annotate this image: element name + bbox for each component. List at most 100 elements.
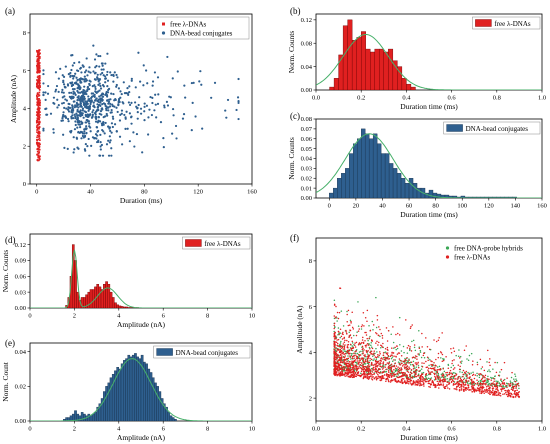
histogram-bar <box>116 304 120 308</box>
data-point-free-dna <box>442 373 444 375</box>
data-point-probe-hybrid <box>480 368 483 370</box>
data-point-free-dna <box>35 121 38 124</box>
y-tick-label: 0.00 <box>15 418 26 425</box>
data-point-free-dna <box>363 375 365 377</box>
data-point-dna-bead <box>111 125 114 129</box>
data-point-free-dna <box>506 391 509 393</box>
data-point-free-dna <box>479 386 481 389</box>
data-point-probe-hybrid <box>407 360 409 362</box>
data-point-free-dna <box>396 353 399 355</box>
data-point-free-dna <box>38 115 40 118</box>
data-point-free-dna <box>443 387 446 390</box>
data-point-dna-bead <box>83 134 87 138</box>
data-point-dna-bead <box>112 117 115 120</box>
data-point-free-dna <box>37 117 40 120</box>
histogram-bar <box>167 412 171 421</box>
data-point-free-dna <box>433 362 435 364</box>
data-point-free-dna <box>349 329 351 331</box>
data-point-free-dna <box>381 365 384 367</box>
data-point-free-dna <box>471 363 474 366</box>
data-point-probe-hybrid <box>351 342 354 344</box>
data-point-probe-hybrid <box>347 360 350 362</box>
data-point-dna-bead <box>200 83 203 86</box>
data-point-free-dna <box>362 372 365 375</box>
data-point-free-dna <box>36 92 39 94</box>
data-point-free-dna <box>394 380 397 383</box>
data-point-dna-bead <box>87 113 90 117</box>
data-point-free-dna <box>409 373 411 376</box>
data-point-free-dna <box>359 361 361 363</box>
data-point-free-dna <box>364 369 366 371</box>
data-point-free-dna <box>371 347 374 350</box>
data-point-free-dna <box>454 388 457 390</box>
data-point-dna-bead <box>175 137 178 140</box>
data-point-free-dna <box>417 374 420 377</box>
data-point-probe-hybrid <box>403 351 405 354</box>
data-point-free-dna <box>409 371 412 373</box>
data-point-free-dna <box>38 66 40 69</box>
data-point-probe-hybrid <box>412 360 415 363</box>
panel-label: (d) <box>5 235 16 245</box>
data-point-dna-bead <box>153 109 156 112</box>
data-point-dna-bead <box>88 154 91 157</box>
data-point-free-dna <box>38 134 40 137</box>
data-point-free-dna <box>362 336 364 339</box>
data-point-free-dna <box>376 340 378 343</box>
data-point-free-dna <box>407 382 410 385</box>
data-point-dna-bead <box>99 87 103 90</box>
data-point-dna-bead <box>103 132 106 135</box>
data-point-free-dna <box>442 359 445 362</box>
data-point-dna-bead <box>88 87 91 91</box>
data-point-free-dna <box>377 360 379 363</box>
histogram-bar <box>396 173 402 198</box>
data-point-free-dna <box>370 350 373 353</box>
data-point-free-dna <box>474 382 477 385</box>
data-point-free-dna <box>484 374 487 377</box>
data-point-dna-bead <box>88 122 91 125</box>
data-point-dna-bead <box>110 111 113 114</box>
data-point-free-dna <box>39 114 41 116</box>
data-point-free-dna <box>430 364 432 366</box>
data-point-dna-bead <box>99 140 102 144</box>
data-point-free-dna <box>380 377 383 380</box>
data-point-dna-bead <box>74 115 77 118</box>
data-point-free-dna <box>491 382 493 385</box>
data-point-free-dna <box>366 374 368 377</box>
data-point-free-dna <box>38 148 41 151</box>
data-point-probe-hybrid <box>351 345 354 347</box>
x-tick-label: 100 <box>457 203 467 210</box>
data-point-free-dna <box>361 341 363 344</box>
data-point-free-dna <box>492 389 494 392</box>
data-point-free-dna <box>345 331 348 333</box>
data-point-probe-hybrid <box>360 350 362 353</box>
data-point-free-dna <box>333 370 336 373</box>
data-point-free-dna <box>457 382 459 385</box>
data-point-free-dna <box>425 366 428 369</box>
data-point-free-dna <box>333 350 336 353</box>
data-point-dna-bead <box>94 71 97 74</box>
data-point-dna-bead <box>105 73 109 76</box>
data-point-dna-bead <box>56 98 59 101</box>
data-point-free-dna <box>453 350 456 352</box>
data-point-free-dna <box>383 377 385 380</box>
data-point-free-dna <box>353 366 356 368</box>
histogram-bar <box>345 168 350 198</box>
data-point-free-dna <box>406 378 408 380</box>
data-point-probe-hybrid <box>459 355 462 358</box>
legend-label: free DNA-probe hybrids <box>454 244 523 252</box>
data-point-dna-bead <box>74 93 77 96</box>
data-point-free-dna <box>438 387 440 389</box>
data-point-free-dna <box>38 151 41 153</box>
data-point-dna-bead <box>105 92 108 95</box>
data-point-free-dna <box>397 380 399 383</box>
data-point-dna-bead <box>69 71 72 75</box>
data-point-dna-bead <box>52 131 55 134</box>
data-point-free-dna <box>349 376 352 378</box>
data-point-dna-bead <box>92 101 95 104</box>
data-point-free-dna <box>404 364 406 366</box>
data-point-free-dna <box>39 139 41 141</box>
data-point-free-dna <box>344 352 347 355</box>
histogram-bar <box>379 48 384 90</box>
histogram-bar <box>392 168 398 198</box>
